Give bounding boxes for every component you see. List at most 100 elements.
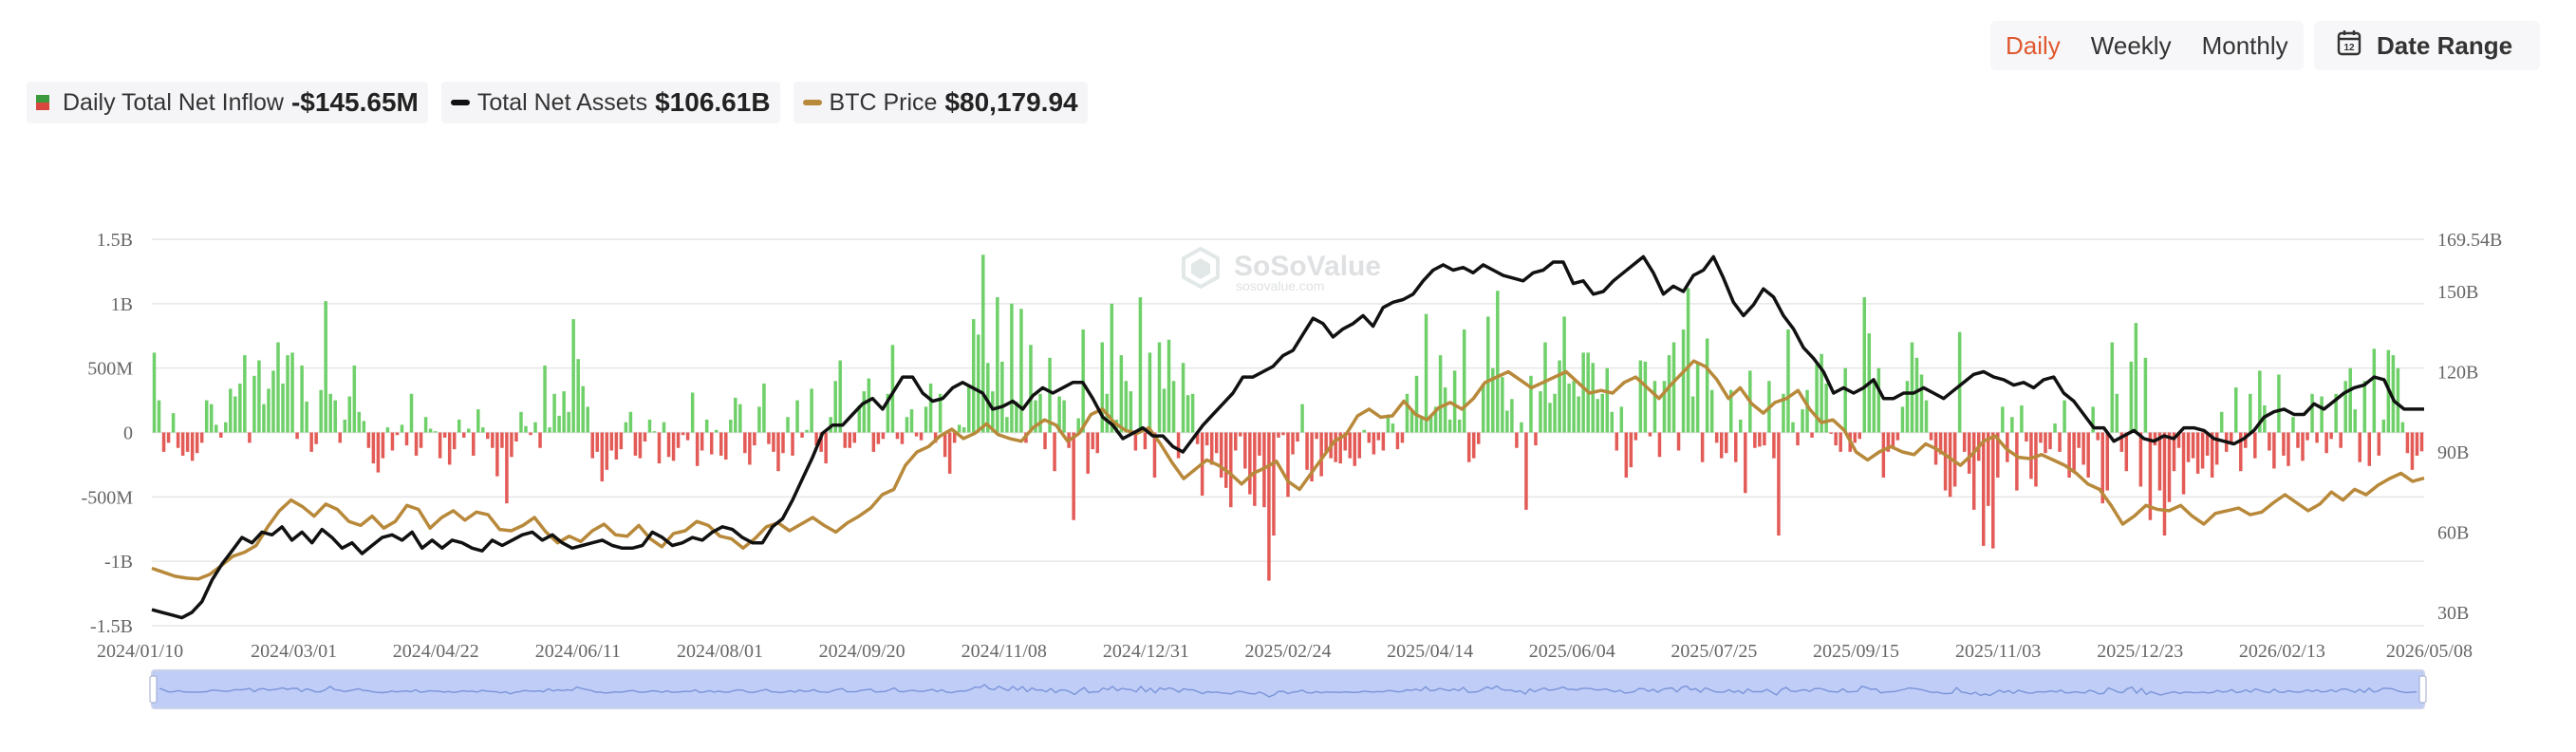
inflow-bar	[1438, 355, 1443, 433]
inflow-bar	[1372, 432, 1376, 455]
x-tick-label: 2024/04/22	[393, 641, 479, 662]
x-tick-label: 2024/08/01	[677, 641, 763, 662]
inflow-bar	[1900, 406, 1905, 433]
inflow-bar	[552, 393, 556, 433]
inflow-bar	[1433, 406, 1438, 433]
legend-price[interactable]: BTC Price $80,179.94	[793, 82, 1088, 123]
inflow-bar	[1005, 417, 1009, 433]
inflow-bar	[647, 419, 652, 433]
inflow-bar	[533, 422, 537, 433]
inflow-bar	[1657, 432, 1662, 458]
inflow-bar	[1886, 432, 1891, 452]
inflow-bar	[1857, 432, 1862, 440]
inflow-bar	[1243, 432, 1247, 469]
inflow-bar	[1286, 432, 1290, 498]
inflow-bar	[1162, 388, 1167, 433]
inflow-bar	[447, 432, 452, 465]
inflow-bar	[1971, 432, 1976, 510]
inflow-bar	[2081, 432, 2085, 465]
tab-monthly[interactable]: Monthly	[2201, 31, 2288, 60]
inflow-bar	[1424, 313, 1428, 433]
inflow-bar	[2372, 348, 2377, 433]
inflow-bar	[600, 432, 605, 482]
inflow-bar	[700, 432, 704, 451]
inflow-bar	[952, 432, 957, 443]
calendar-icon: 12	[2337, 29, 2361, 63]
inflow-bar	[2244, 432, 2248, 448]
inflow-bar	[1596, 399, 1599, 433]
inflow-bar	[1829, 432, 1833, 434]
tab-daily[interactable]: Daily	[2006, 31, 2061, 60]
tab-weekly[interactable]: Weekly	[2090, 31, 2172, 60]
inflow-bar	[1515, 432, 1519, 448]
inflow-bar	[1414, 375, 1419, 433]
inflow-bar	[271, 370, 275, 433]
inflow-bar	[2191, 432, 2195, 459]
range-navigator[interactable]	[149, 669, 2427, 709]
sosovalue-logo-icon	[1182, 246, 1220, 290]
inflow-bar	[1057, 396, 1061, 433]
inflow-bar	[309, 432, 313, 452]
inflow-bar	[928, 383, 933, 433]
inflow-bar	[1638, 360, 1643, 433]
inflow-bar	[767, 432, 771, 444]
inflow-bar	[390, 432, 395, 451]
inflow-bar	[666, 432, 671, 458]
inflow-bar	[662, 422, 666, 433]
inflow-bar	[586, 406, 589, 433]
inflow-bar	[305, 401, 308, 433]
inflow-bar	[1786, 329, 1790, 433]
inflow-bar	[371, 432, 376, 464]
inflow-bar	[1772, 432, 1776, 459]
inflow-bar	[1353, 432, 1357, 466]
inflow-bar	[1419, 418, 1424, 433]
inflow-bar	[1729, 389, 1733, 433]
inflow-bar	[1315, 432, 1318, 440]
x-tick-label: 2025/09/15	[1813, 641, 1899, 662]
inflow-bar	[2015, 432, 2019, 491]
inflow-bar	[161, 432, 166, 452]
legend-assets[interactable]: Total Net Assets $106.61B	[440, 82, 780, 123]
inflow-bar	[1338, 432, 1342, 464]
inflow-bar	[1667, 355, 1671, 433]
x-tick-label: 2024/12/31	[1103, 641, 1189, 662]
inflow-bar	[262, 404, 266, 433]
inflow-bar	[1190, 393, 1195, 433]
inflow-bar	[909, 409, 914, 433]
inflow-bar	[495, 432, 499, 477]
inflow-bar	[1520, 422, 1523, 433]
inflow-bar	[2229, 432, 2233, 443]
inflow-bar	[1148, 352, 1152, 433]
inflow-bar	[1486, 316, 1490, 433]
inflow-bar	[2105, 432, 2109, 491]
inflow-bar	[852, 432, 857, 443]
legend-inflow[interactable]: Daily Total Net Inflow -$145.65M	[27, 82, 428, 123]
inflow-bar	[729, 419, 733, 433]
inflow-bar	[571, 319, 575, 433]
inflow-bar	[947, 432, 952, 474]
inflow-bar	[2129, 361, 2134, 433]
inflow-bar	[2029, 432, 2033, 479]
inflow-bar	[2001, 406, 2005, 433]
inflow-bar	[2367, 432, 2372, 466]
inflow-bar	[1681, 329, 1686, 433]
inflow-bar	[400, 424, 404, 433]
inflow-bar	[1234, 432, 1238, 451]
inflow-bar	[2419, 432, 2424, 452]
inflow-bar	[333, 400, 337, 433]
inflow-bar	[1029, 345, 1033, 433]
inflow-bar	[2091, 406, 2095, 433]
inflow-bar	[1801, 409, 1804, 433]
x-tick-label: 2026/05/08	[2386, 641, 2473, 662]
inflow-bar	[977, 334, 980, 433]
inflow-bar	[1705, 338, 1709, 433]
inflow-bar	[2200, 432, 2205, 469]
inflow-bar	[1143, 432, 1148, 450]
inflow-bar	[519, 411, 523, 433]
date-range-button[interactable]: 12 Date Range	[2314, 21, 2540, 70]
inflow-bar	[1048, 357, 1052, 433]
inflow-bar	[1991, 432, 1995, 549]
inflow-bar	[1815, 364, 1819, 433]
inflow-bar	[1719, 432, 1724, 459]
legend-inflow-label: Daily Total Net Inflow	[63, 88, 284, 116]
